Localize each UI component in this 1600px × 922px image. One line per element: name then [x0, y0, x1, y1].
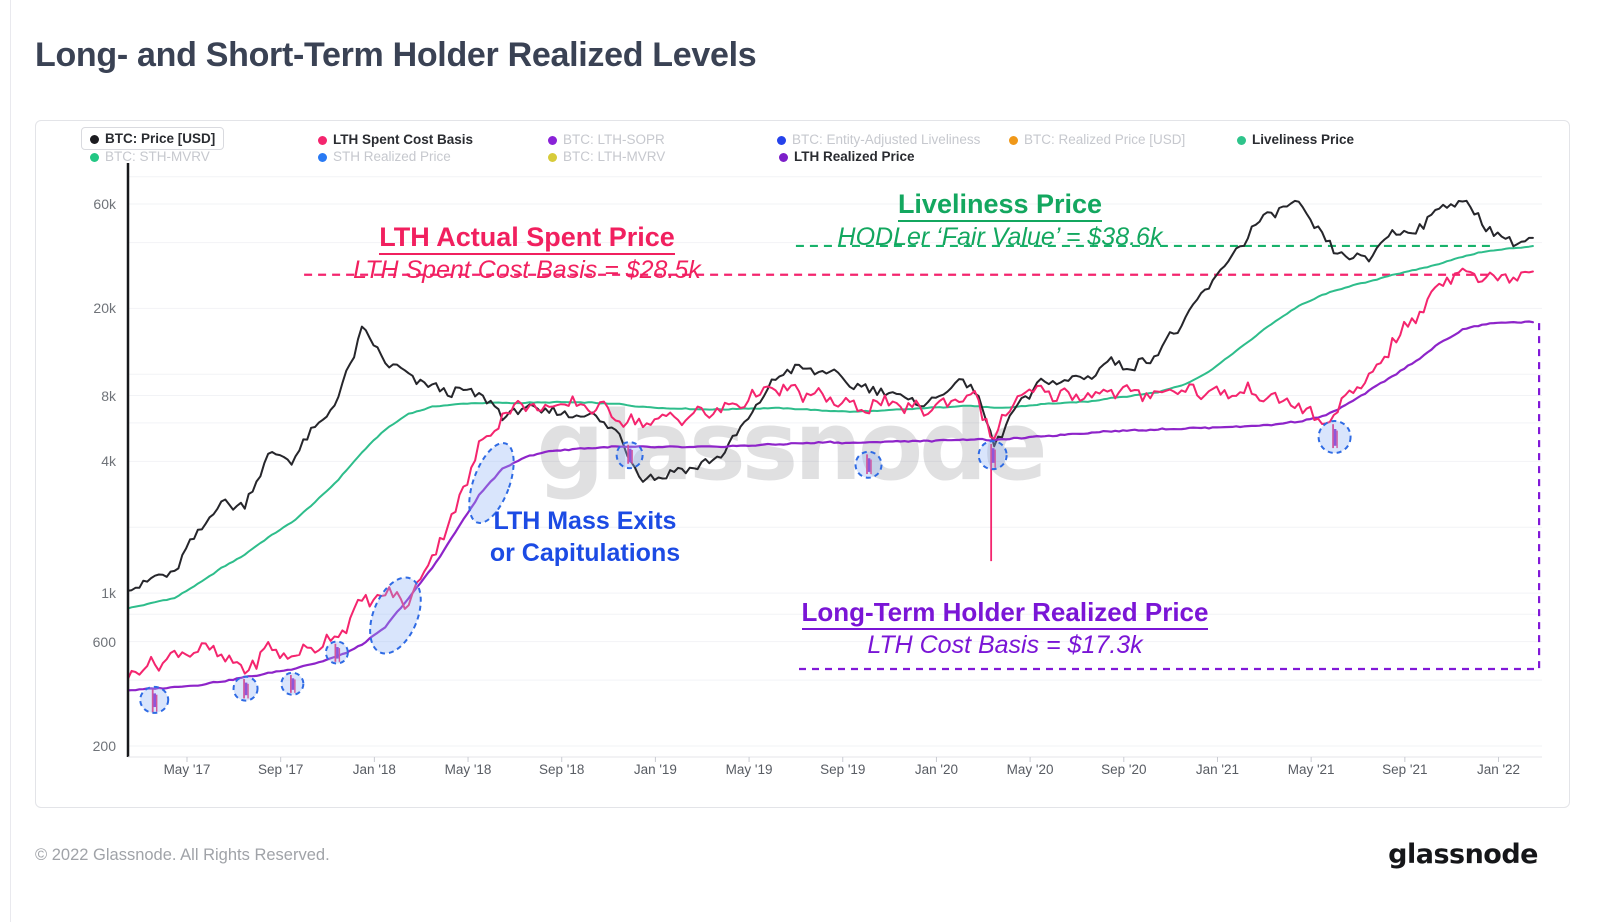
- gridlines: [128, 176, 1542, 747]
- capitulation-circle: [468, 442, 515, 524]
- capitulation-circle: [615, 441, 644, 470]
- capitulation-circle: [139, 685, 170, 714]
- series-line-liveliness-price: [127, 245, 1534, 610]
- copyright-text: © 2022 Glassnode. All Rights Reserved.: [35, 846, 330, 864]
- glassnode-logo: glassnode: [1388, 839, 1538, 870]
- plot-area[interactable]: [128, 163, 1542, 757]
- series-line-btc-price-usd-: [127, 199, 1534, 592]
- capitulation-circle: [324, 640, 349, 665]
- capitulation-circle: [977, 440, 1008, 471]
- series-line-lth-spent-cost-basis: [127, 267, 1534, 681]
- page-title: Long- and Short-Term Holder Realized Lev…: [35, 36, 757, 74]
- capitulation-circle: [232, 675, 259, 702]
- capitulation-circle: [280, 671, 305, 696]
- series-line-lth-realized-price: [127, 320, 1534, 692]
- capitulation-circle: [369, 576, 422, 655]
- capitulation-circle: [854, 450, 883, 479]
- capitulation-circle: [1317, 419, 1352, 454]
- page-edge-divider: [10, 0, 11, 922]
